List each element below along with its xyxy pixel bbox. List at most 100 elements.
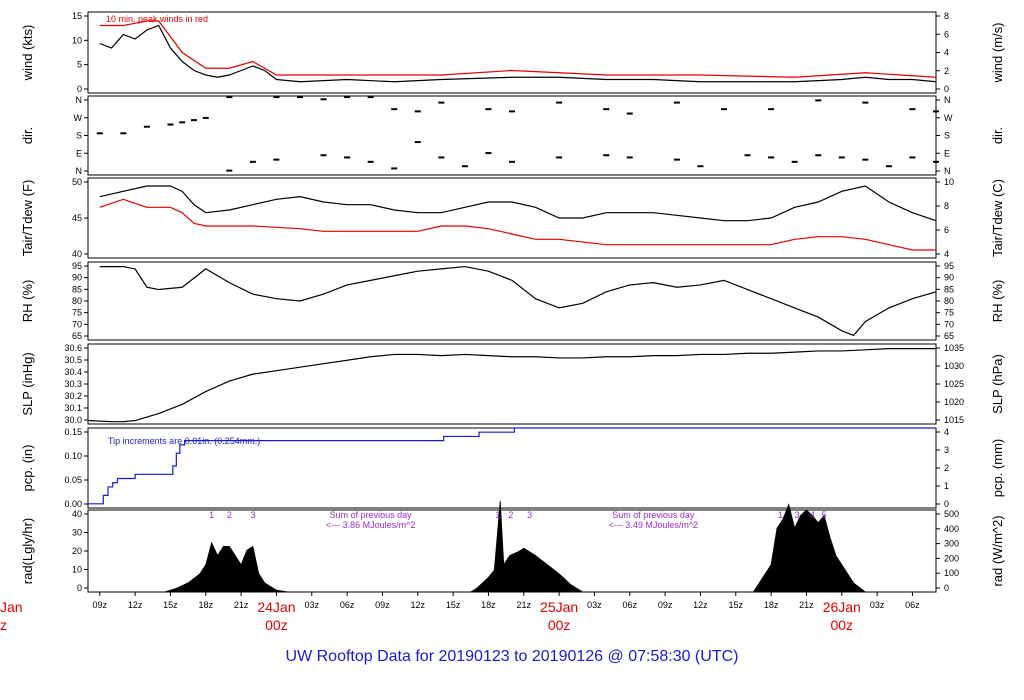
right-axis-label: SLP (hPa) — [990, 354, 1005, 414]
right-tick-label: 1025 — [944, 379, 964, 389]
day-label: 26Jan — [823, 599, 861, 615]
series-point — [438, 156, 445, 159]
edge-day-label: Jan — [0, 599, 23, 615]
right-tick-label: 6 — [944, 29, 949, 39]
hour-marker: 3 — [795, 510, 800, 520]
x-tick-label: 06z — [905, 600, 920, 610]
day-label: 24Jan — [257, 599, 295, 615]
left-tick-label: 20 — [72, 546, 82, 556]
series-point — [862, 158, 869, 161]
hour-marker: 1 — [778, 510, 783, 520]
series-point — [179, 121, 186, 124]
series-point — [556, 101, 563, 104]
right-axis-label: Tair/Tdew (C) — [990, 179, 1005, 257]
left-tick-label: 30.1 — [64, 403, 82, 413]
series-point — [721, 108, 727, 111]
left-tick-label: 30.6 — [64, 343, 82, 353]
series-point — [438, 101, 445, 104]
hour-marker: 4 — [810, 510, 815, 520]
right-tick-label: 1030 — [944, 361, 964, 371]
left-axis-label: rad(Lgly/hr) — [20, 518, 35, 584]
x-tick-label: 03z — [305, 600, 320, 610]
panel-wind: 0 5 10 15 0 2 4 6 8 wind (kts) wind (m/s) 10 min. p… — [20, 11, 1005, 94]
left-tick-label: 15 — [72, 11, 82, 21]
edge-day-label-hour: z — [0, 617, 7, 633]
hour-marker: 1 — [209, 510, 214, 520]
series-point — [367, 96, 374, 99]
panel-temp: 40 45 50 4 6 8 10 Tair/Tdew (F) Tair/Tdew (C) — [20, 177, 1005, 259]
left-tick-label: 50 — [72, 177, 82, 187]
x-tick-label: 21z — [234, 600, 249, 610]
series-point — [202, 116, 209, 119]
series-point — [626, 156, 633, 159]
right-axis-label: RH (%) — [990, 280, 1005, 323]
panel-annotation: 10 min. peak winds in red — [106, 14, 208, 24]
right-tick-label: 500 — [944, 509, 959, 519]
series-point — [509, 110, 515, 113]
series-point — [96, 132, 103, 135]
right-tick-label: 3 — [944, 445, 949, 455]
rad-annotation: <--- 3.86 MJoules/m^2 — [326, 520, 416, 530]
series-line — [87, 348, 936, 423]
right-tick-label: 85 — [944, 284, 954, 294]
x-tick-label: 03z — [870, 600, 885, 610]
series-point — [791, 160, 798, 163]
right-tick-label: 70 — [944, 319, 954, 329]
left-tick-label: 0.10 — [64, 451, 82, 461]
x-tick-label: 18z — [481, 600, 496, 610]
left-tick-label: 45 — [72, 213, 82, 223]
series-point — [273, 158, 280, 161]
right-tick-label: 8 — [944, 201, 949, 211]
series-line — [99, 20, 937, 78]
series-line — [99, 24, 937, 83]
series-point — [344, 96, 351, 99]
series-point — [367, 160, 374, 163]
right-axis-label: dir. — [990, 127, 1005, 144]
series-point — [391, 108, 398, 111]
panel-pcp: 0.00 0.05 0.10 0.15 0 1 2 3 4 pcp. (in) pcp. (mm) T… — [20, 427, 1005, 509]
left-tick-label: 30 — [72, 528, 82, 538]
right-tick-label: 95 — [944, 261, 954, 271]
series-point — [603, 108, 610, 111]
series-point — [414, 110, 421, 113]
left-axis-label: RH (%) — [20, 280, 35, 323]
right-tick-label: E — [944, 148, 950, 158]
left-tick-label: 10 — [72, 35, 82, 45]
series-point — [626, 112, 633, 115]
right-axis-label: wind (m/s) — [990, 23, 1005, 84]
rad-annotation: Sum of previous day — [330, 510, 413, 520]
left-axis-label: dir. — [20, 127, 35, 144]
x-tick-label: 03z — [587, 600, 602, 610]
hour-marker: 3 — [250, 510, 255, 520]
series-point — [697, 165, 704, 168]
series-point — [509, 160, 515, 163]
series-point — [226, 169, 233, 172]
x-tick-label: 12z — [693, 600, 708, 610]
hour-marker: 2 — [227, 510, 232, 520]
left-tick-label: 0.05 — [64, 475, 82, 485]
series-area — [164, 500, 867, 593]
left-tick-label: 95 — [72, 261, 82, 271]
right-tick-label: 1 — [944, 481, 949, 491]
panel-slp: 30.0 30.1 30.2 30.3 30.4 30.5 30.6 1015 1020 1025… — [20, 343, 1005, 425]
left-tick-label: 10 — [72, 565, 82, 575]
series-line — [99, 185, 937, 222]
series-point — [226, 96, 233, 99]
right-tick-label: 2 — [944, 66, 949, 76]
series-point — [485, 108, 492, 111]
left-tick-label: 40 — [72, 249, 82, 259]
left-tick-label: 80 — [72, 296, 82, 306]
right-tick-label: 0 — [944, 84, 949, 94]
series-point — [320, 154, 327, 157]
series-point — [909, 156, 916, 159]
right-tick-label: 4 — [944, 48, 949, 58]
series-point — [120, 132, 127, 135]
x-tick-label: 15z — [729, 600, 744, 610]
right-tick-label: 1035 — [944, 343, 964, 353]
day-label-hour: 00z — [265, 617, 288, 633]
left-tick-label: 30.3 — [64, 379, 82, 389]
right-tick-label: 1015 — [944, 415, 964, 425]
series-point — [297, 96, 303, 99]
